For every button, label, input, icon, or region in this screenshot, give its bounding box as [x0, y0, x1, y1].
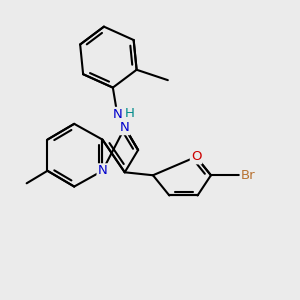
- Text: N: N: [120, 121, 130, 134]
- Text: H: H: [124, 107, 134, 120]
- Text: Br: Br: [241, 169, 255, 182]
- Text: N: N: [98, 164, 107, 177]
- Text: N: N: [112, 108, 122, 121]
- Text: O: O: [191, 150, 201, 163]
